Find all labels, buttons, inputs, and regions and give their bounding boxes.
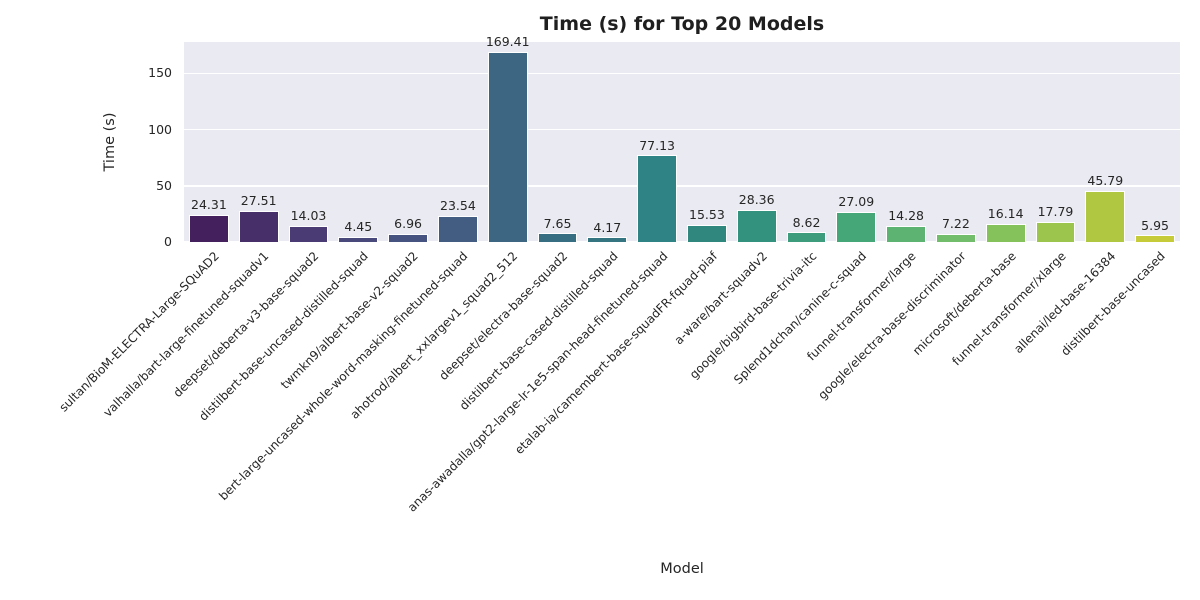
gridline bbox=[184, 128, 1180, 131]
bar-value-label: 77.13 bbox=[639, 137, 675, 153]
x-tick-text: distilbert-base-uncased bbox=[1058, 249, 1168, 359]
chart-title: Time (s) for Top 20 Models bbox=[539, 13, 825, 35]
bar-value-label: 16.14 bbox=[987, 206, 1024, 222]
y-tick-label: 100 bbox=[148, 121, 172, 137]
bar bbox=[437, 215, 478, 242]
bar bbox=[288, 226, 329, 242]
bar bbox=[487, 51, 528, 242]
bar bbox=[388, 234, 428, 242]
bar-value-label: 7.65 bbox=[543, 215, 572, 231]
bar-value-label: 28.36 bbox=[738, 192, 775, 208]
bar bbox=[1135, 235, 1175, 242]
bar bbox=[637, 155, 677, 242]
y-tick-label: 150 bbox=[148, 65, 172, 81]
x-tick-text: a-ware/bart-squadv2 bbox=[671, 249, 770, 348]
bar bbox=[587, 237, 628, 242]
bar-value-label: 17.79 bbox=[1037, 204, 1074, 220]
bar-value-label: 4.17 bbox=[593, 219, 622, 235]
bar bbox=[736, 210, 777, 242]
gridline bbox=[184, 241, 1180, 243]
y-tick-label: 50 bbox=[156, 177, 172, 193]
x-tick-text: bert-large-uncased-whole-word-masking-fi… bbox=[216, 249, 471, 504]
bar-value-label: 27.09 bbox=[838, 193, 875, 209]
bar bbox=[537, 233, 578, 242]
bar bbox=[1085, 190, 1126, 242]
bar-value-label: 5.95 bbox=[1141, 217, 1170, 233]
plot-area: 24.31 27.51 14.03 4.45 6.96 23.54 169.41 7.65 4.… bbox=[184, 35, 1180, 243]
bar-value-label: 24.31 bbox=[190, 196, 227, 212]
bar-value-label: 27.51 bbox=[240, 193, 277, 209]
y-tick-label: 0 bbox=[164, 234, 172, 249]
gridline bbox=[184, 72, 1180, 75]
bar-value-label: 7.22 bbox=[941, 216, 970, 232]
bar bbox=[886, 225, 926, 242]
bar-value-label: 4.45 bbox=[344, 219, 373, 235]
x-tick-text: microsoft/deberta-base bbox=[909, 249, 1019, 358]
bar bbox=[338, 237, 379, 242]
bar-value-label: 169.41 bbox=[485, 33, 530, 49]
bar bbox=[985, 223, 1026, 242]
bar-value-label: 14.03 bbox=[290, 208, 327, 224]
bar-value-label: 45.79 bbox=[1087, 172, 1124, 188]
bar bbox=[935, 233, 976, 242]
x-tick-text: allenai/led-base-16384 bbox=[1011, 249, 1119, 357]
bar bbox=[836, 211, 877, 242]
bar bbox=[188, 214, 229, 242]
bar-value-label: 14.28 bbox=[888, 208, 924, 224]
bar-value-label: 15.53 bbox=[688, 206, 725, 222]
bar-value-label: 6.96 bbox=[394, 216, 423, 232]
gridline bbox=[184, 185, 1180, 187]
bar bbox=[686, 224, 727, 242]
bar bbox=[786, 232, 827, 242]
x-axis-label: Model bbox=[660, 561, 704, 577]
bar-value-label: 23.54 bbox=[439, 197, 476, 213]
bar bbox=[238, 211, 279, 242]
bar-value-label: 8.62 bbox=[792, 214, 821, 230]
bar bbox=[1035, 222, 1076, 242]
